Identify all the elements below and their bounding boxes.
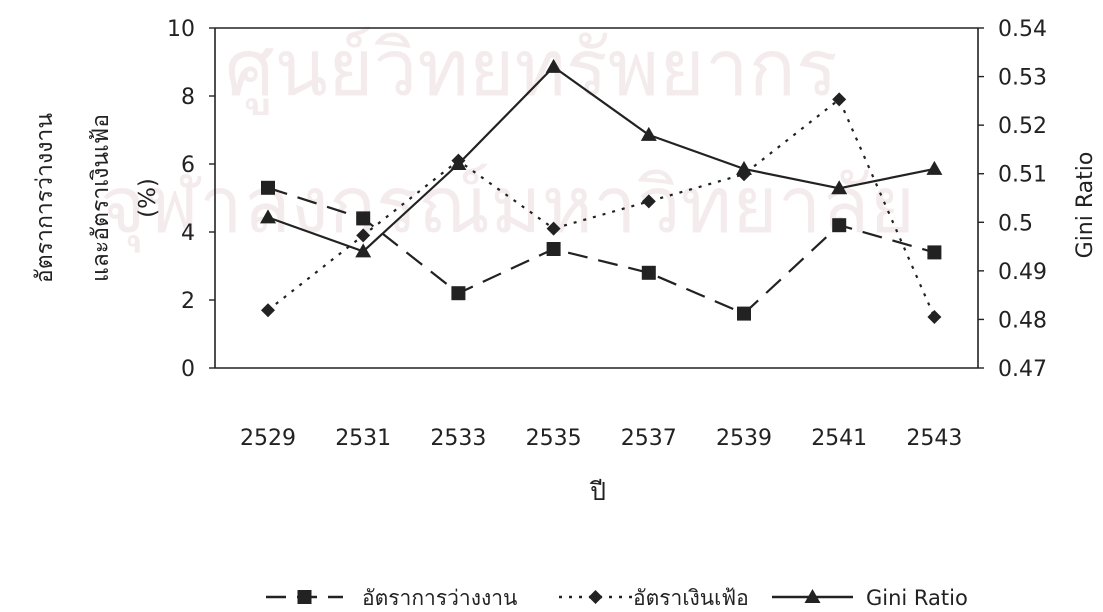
y-left-tick-label: 0 (181, 357, 195, 382)
data-point-series-3 (450, 156, 467, 170)
series-line-2 (267, 98, 936, 318)
data-point-series-3 (355, 243, 372, 258)
x-tick-label: 2541 (811, 426, 867, 451)
y-left-tick-label: 2 (181, 289, 195, 314)
data-point-series-2 (927, 310, 942, 324)
x-tick-label: 2529 (240, 426, 296, 451)
series-line-3 (267, 65, 935, 253)
data-point-series-2 (356, 228, 371, 243)
y-right-tick-label: 0.51 (998, 163, 1047, 188)
y-left-tick-label: 6 (181, 153, 195, 178)
x-tick-label: 2537 (621, 426, 677, 451)
y-left-axis-title-line: (%) (135, 178, 161, 218)
data-point-series-1 (356, 211, 371, 226)
data-point-series-1 (737, 306, 751, 321)
data-point-series-1 (261, 180, 275, 195)
y-right-tick-label: 0.54 (998, 17, 1047, 42)
x-tick-label: 2531 (335, 426, 391, 451)
x-tick-label: 2535 (526, 426, 582, 451)
y-left-axis-title-line: และอัตราเงินเฟ้อ (88, 114, 114, 282)
y-left-tick-label: 10 (167, 17, 195, 42)
legend-marker-2 (588, 590, 603, 604)
watermark-line-2: จุฬาลงกรณ์มหาวิทยาลัย (100, 161, 915, 253)
data-point-series-1 (641, 265, 656, 280)
data-point-series-2 (261, 303, 275, 318)
data-point-series-3 (260, 209, 276, 224)
legend-label-3: Gini Ratio (866, 586, 968, 608)
legend-label-2: อัตราเงินเฟ้อ (633, 586, 749, 608)
data-point-series-3 (545, 58, 562, 73)
y-right-tick-label: 0.52 (998, 114, 1047, 139)
y-right-axis-title: Gini Ratio (1073, 152, 1098, 259)
data-point-series-1 (832, 218, 847, 233)
data-point-series-2 (832, 92, 847, 107)
y-left-tick-label: 4 (181, 221, 195, 246)
x-tick-label: 2533 (430, 426, 486, 451)
legend-marker-3 (804, 589, 821, 603)
watermark-line-1: ศูนย์วิทยทรัพยากร (225, 24, 838, 115)
y-left-tick-label: 8 (181, 85, 195, 110)
data-point-series-3 (736, 160, 752, 175)
y-left-axis-title-line: อัตราการว่างงาน (32, 113, 58, 283)
series-line-1 (267, 186, 935, 315)
data-point-series-2 (641, 194, 656, 209)
x-axis-title: ปี (589, 477, 605, 506)
y-right-tick-label: 0.5 (998, 211, 1033, 236)
y-right-tick-label: 0.49 (998, 260, 1047, 285)
y-right-tick-label: 0.48 (998, 308, 1047, 333)
x-tick-label: 2543 (906, 426, 962, 451)
data-point-series-3 (640, 126, 657, 141)
y-right-tick-label: 0.47 (998, 357, 1047, 382)
data-point-series-1 (451, 286, 466, 301)
y-right-tick-label: 0.53 (998, 66, 1047, 91)
legend-label-1: อัตราการว่างงาน (362, 586, 517, 608)
x-tick-label: 2539 (716, 426, 772, 451)
data-point-series-3 (831, 180, 848, 195)
legend-marker-1 (297, 590, 312, 604)
data-point-series-1 (546, 242, 561, 256)
data-point-series-3 (926, 160, 943, 175)
data-point-series-2 (546, 221, 561, 236)
data-point-series-1 (927, 245, 942, 260)
